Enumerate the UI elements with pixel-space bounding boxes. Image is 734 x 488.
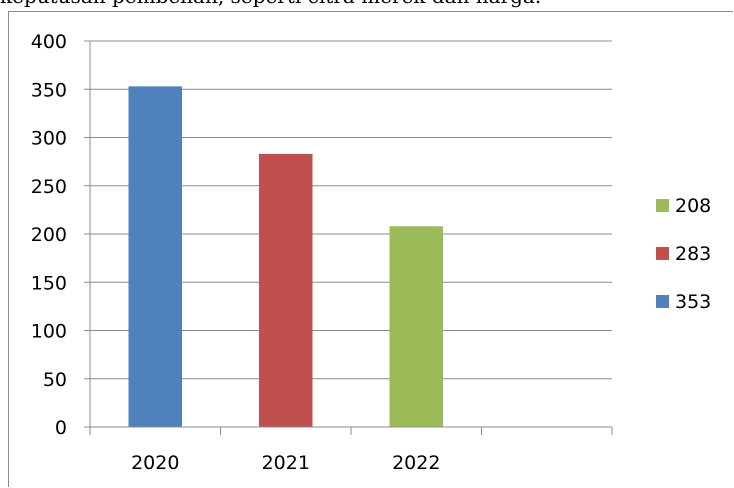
legend: 208 283 353: [656, 195, 711, 313]
y-tick-label: 300: [31, 128, 67, 150]
bar-2021: [258, 153, 313, 427]
y-tick-label: 350: [31, 79, 67, 101]
y-tick-label: 400: [31, 31, 67, 53]
y-tick-label: 150: [31, 272, 67, 294]
x-tick-label: 2021: [262, 452, 310, 474]
bars: [128, 86, 444, 427]
y-tick-label: 100: [31, 321, 67, 343]
legend-swatch: [656, 199, 669, 212]
y-tick-label: 50: [43, 369, 67, 391]
x-tick-label: 2020: [131, 452, 179, 474]
header-text-fragment: keputusan pembelian, seperti citra merek…: [0, 0, 734, 8]
legend-label: 353: [675, 291, 711, 313]
legend-entry: 208: [656, 195, 711, 217]
y-tick-label: 0: [55, 417, 67, 439]
bar-2022: [389, 226, 444, 427]
legend-swatch: [656, 295, 669, 308]
legend-entry: 353: [656, 291, 711, 313]
y-tick-label: 200: [31, 224, 67, 246]
y-tick-labels: 0 50 100 150 200 250 300 350 400: [31, 31, 67, 439]
x-tick-labels: 2020 2021 2022: [131, 452, 440, 474]
x-tick-label: 2022: [392, 452, 440, 474]
legend-entry: 283: [656, 243, 711, 265]
legend-label: 208: [675, 195, 711, 217]
chart-frame: [8, 11, 733, 487]
legend-swatch: [656, 247, 669, 260]
bar-2020: [128, 86, 183, 427]
y-tick-label: 250: [31, 176, 67, 198]
axes: [84, 40, 613, 435]
legend-label: 283: [675, 243, 711, 265]
